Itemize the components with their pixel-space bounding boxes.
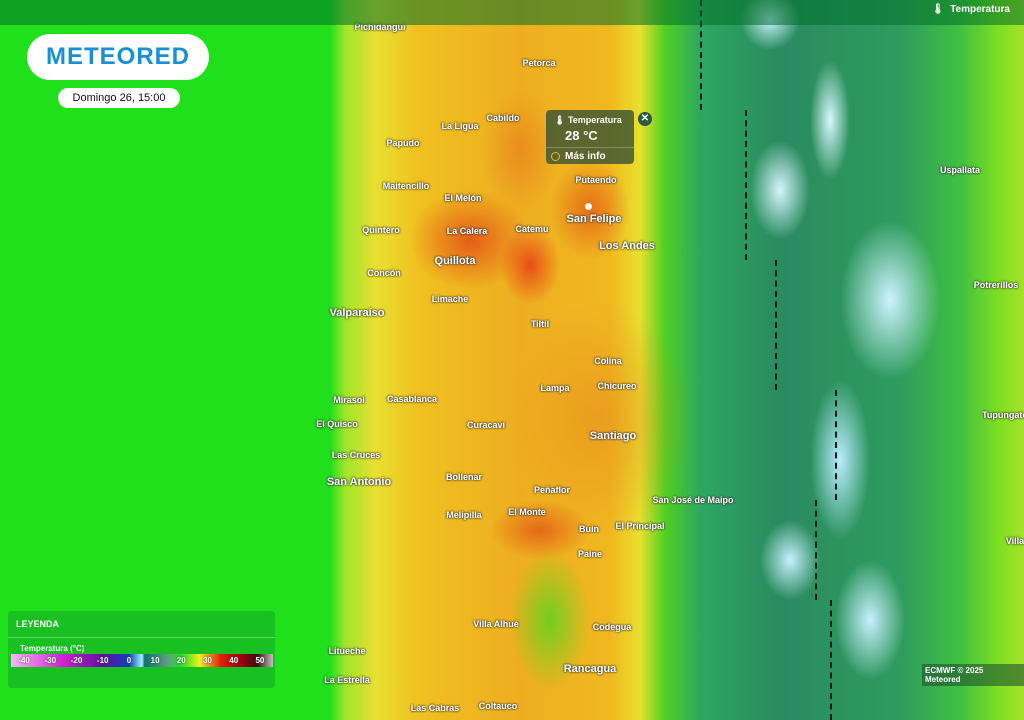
international-border	[700, 0, 702, 110]
international-border	[775, 260, 777, 390]
international-border	[745, 110, 747, 260]
scale-tick: 50	[255, 656, 265, 665]
place-label[interactable]: Los Andes	[599, 240, 655, 252]
place-label[interactable]: Litueche	[328, 646, 366, 656]
international-border	[835, 390, 837, 500]
scale-tick: 30	[203, 656, 212, 665]
international-border	[830, 600, 832, 720]
place-label[interactable]: Las Cabras	[410, 703, 460, 713]
info-icon	[551, 152, 560, 161]
place-label[interactable]: El Principal	[615, 521, 665, 531]
temperature-color-scale: -40 -30 -20 -10 0 10 20 30 40 50	[11, 654, 273, 667]
tooltip-title: 🌡 Temperatura	[554, 115, 622, 125]
scale-tick: 0	[126, 656, 132, 665]
place-label[interactable]: Cabildo	[486, 113, 520, 123]
top-bar	[0, 0, 1024, 25]
place-label[interactable]: Coltauco	[478, 701, 518, 711]
place-label[interactable]: Rancagua	[563, 663, 617, 675]
legend-title: LEYENDA	[8, 611, 275, 638]
place-label[interactable]: Codegua	[592, 622, 632, 632]
place-label[interactable]: Buin	[579, 524, 599, 534]
place-label[interactable]: La Ligua	[441, 121, 479, 131]
place-label[interactable]: Potrerillos	[973, 280, 1019, 290]
forecast-date[interactable]: Domingo 26, 15:00	[58, 88, 180, 108]
scale-tick: 40	[229, 656, 239, 665]
place-label[interactable]: Mirasol	[333, 395, 365, 405]
place-label[interactable]: Las Cruces	[331, 450, 381, 460]
tooltip-value: 28 °C	[565, 128, 598, 143]
place-label[interactable]: Valparaíso	[329, 307, 385, 319]
legend-panel: LEYENDA Temperatura (°C) -40 -30 -20 -10 0 10…	[8, 611, 275, 688]
close-tooltip-button[interactable]: ✕	[638, 112, 652, 126]
place-label[interactable]: Chicureo	[597, 381, 637, 391]
selected-location-marker[interactable]	[585, 203, 592, 210]
place-label[interactable]: Putaendo	[575, 175, 617, 185]
scale-tick: -20	[70, 656, 83, 665]
place-label[interactable]: Villa Alhué	[473, 619, 519, 629]
place-label[interactable]: Quintero	[362, 225, 400, 235]
place-label[interactable]: Santiago	[589, 430, 637, 442]
place-label[interactable]: Tupungato	[982, 410, 1024, 420]
place-label[interactable]: Petorca	[522, 58, 556, 68]
scale-tick: 20	[176, 656, 186, 665]
scale-tick: -30	[44, 656, 57, 665]
legend-subtitle: Temperatura (°C)	[20, 644, 85, 653]
layer-selector[interactable]: 🌡 Temperatura	[931, 4, 1010, 15]
international-border	[815, 500, 817, 600]
more-info-link[interactable]: Más info	[546, 147, 634, 162]
place-label[interactable]: Maitencillo	[382, 181, 430, 191]
thermometer-icon: 🌡	[931, 4, 945, 15]
place-label[interactable]: Paine	[577, 549, 603, 559]
scale-tick: 10	[150, 656, 160, 665]
scale-tick: -10	[96, 656, 109, 665]
place-label[interactable]: Limache	[431, 294, 469, 304]
meteored-logo[interactable]: METEORED	[27, 34, 209, 80]
place-label[interactable]: Lampa	[540, 383, 570, 393]
place-label[interactable]: La Calera	[446, 226, 488, 236]
place-label[interactable]: El Quisco	[316, 419, 358, 429]
place-label[interactable]: Bollenar	[445, 472, 483, 482]
place-label[interactable]: La Estrella	[324, 675, 370, 685]
place-label[interactable]: Villa	[1005, 536, 1024, 546]
place-label[interactable]: San José de Maipo	[652, 495, 734, 505]
place-label[interactable]: El Monte	[508, 507, 546, 517]
place-label[interactable]: Papudo	[386, 138, 420, 148]
place-label[interactable]: San Felipe	[566, 213, 622, 225]
temperature-tooltip: 🌡 Temperatura 28 °C Más info	[546, 110, 634, 164]
place-label[interactable]: El Melón	[444, 193, 482, 203]
place-label[interactable]: Curacaví	[466, 420, 506, 430]
place-label[interactable]: Pichidangui	[354, 22, 406, 32]
place-label[interactable]: Quillota	[434, 255, 476, 267]
place-label[interactable]: Casablanca	[386, 394, 438, 404]
place-label[interactable]: Tiltil	[530, 319, 550, 329]
place-label[interactable]: Uspallata	[939, 165, 981, 175]
scale-tick: -40	[18, 656, 30, 665]
place-label[interactable]: Concón	[367, 268, 401, 278]
place-label[interactable]: Colina	[594, 356, 622, 366]
place-label[interactable]: Melipilla	[446, 510, 482, 520]
attribution: ECMWF © 2025 Meteored	[922, 664, 1024, 686]
place-label[interactable]: San Antonio	[326, 476, 392, 488]
place-label[interactable]: Catemu	[515, 224, 549, 234]
place-label[interactable]: Peñaflor	[533, 485, 571, 495]
